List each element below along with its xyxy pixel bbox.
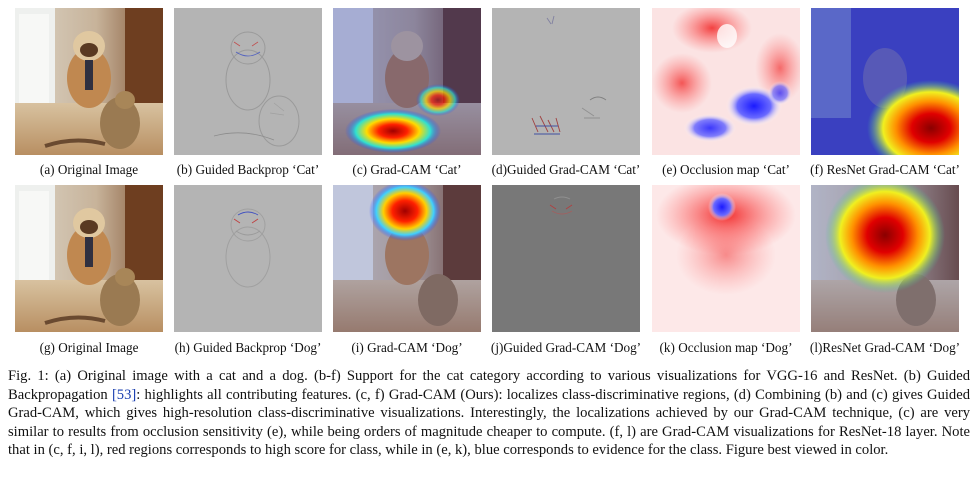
caption-b: (b) Guided Backprop ‘Cat’	[176, 162, 320, 177]
panel-guided-backprop-dog	[174, 185, 322, 332]
panel-resnet-grad-cam-dog	[811, 185, 959, 332]
caption-a: (a) Original Image	[39, 162, 139, 177]
caption-k: (k) Occlusion map ‘Dog’	[659, 340, 793, 355]
panel-resnet-grad-cam-cat	[811, 8, 959, 155]
caption-j: (j)Guided Grad-CAM ‘Dog’	[490, 340, 642, 355]
caption-h: (h) Guided Backprop ‘Dog’	[174, 340, 322, 355]
panel-original-image-cat	[15, 8, 163, 155]
panel-occlusion-map-dog	[652, 185, 800, 332]
figure-caption: Fig. 1: (a) Original image with a cat an…	[8, 367, 970, 460]
panel-occlusion-map-cat	[652, 8, 800, 155]
caption-i: (i) Grad-CAM ‘Dog’	[351, 340, 463, 355]
caption-d: (d)Guided Grad-CAM ‘Cat’	[491, 162, 641, 177]
figure-caption-part1: Fig. 1: (a) Original image with a cat an…	[8, 368, 970, 403]
panel-guided-grad-cam-dog	[492, 185, 640, 332]
caption-g: (g) Original Image	[39, 340, 139, 355]
figure-caption-part2: : highlights all contributing features. …	[8, 386, 971, 459]
caption-l: (l)ResNet Grad-CAM ‘Dog’	[809, 340, 961, 355]
panel-grad-cam-cat	[333, 8, 481, 155]
caption-c: (c) Grad-CAM ‘Cat’	[352, 162, 462, 177]
panel-original-image-dog	[15, 185, 163, 332]
citation-link[interactable]: [53]	[111, 386, 137, 403]
panel-guided-backprop-cat	[174, 8, 322, 155]
caption-f: (f) ResNet Grad-CAM ‘Cat’	[810, 162, 960, 177]
caption-e: (e) Occlusion map ‘Cat’	[662, 162, 790, 177]
panel-guided-grad-cam-cat	[492, 8, 640, 155]
panel-grad-cam-dog	[333, 185, 481, 332]
